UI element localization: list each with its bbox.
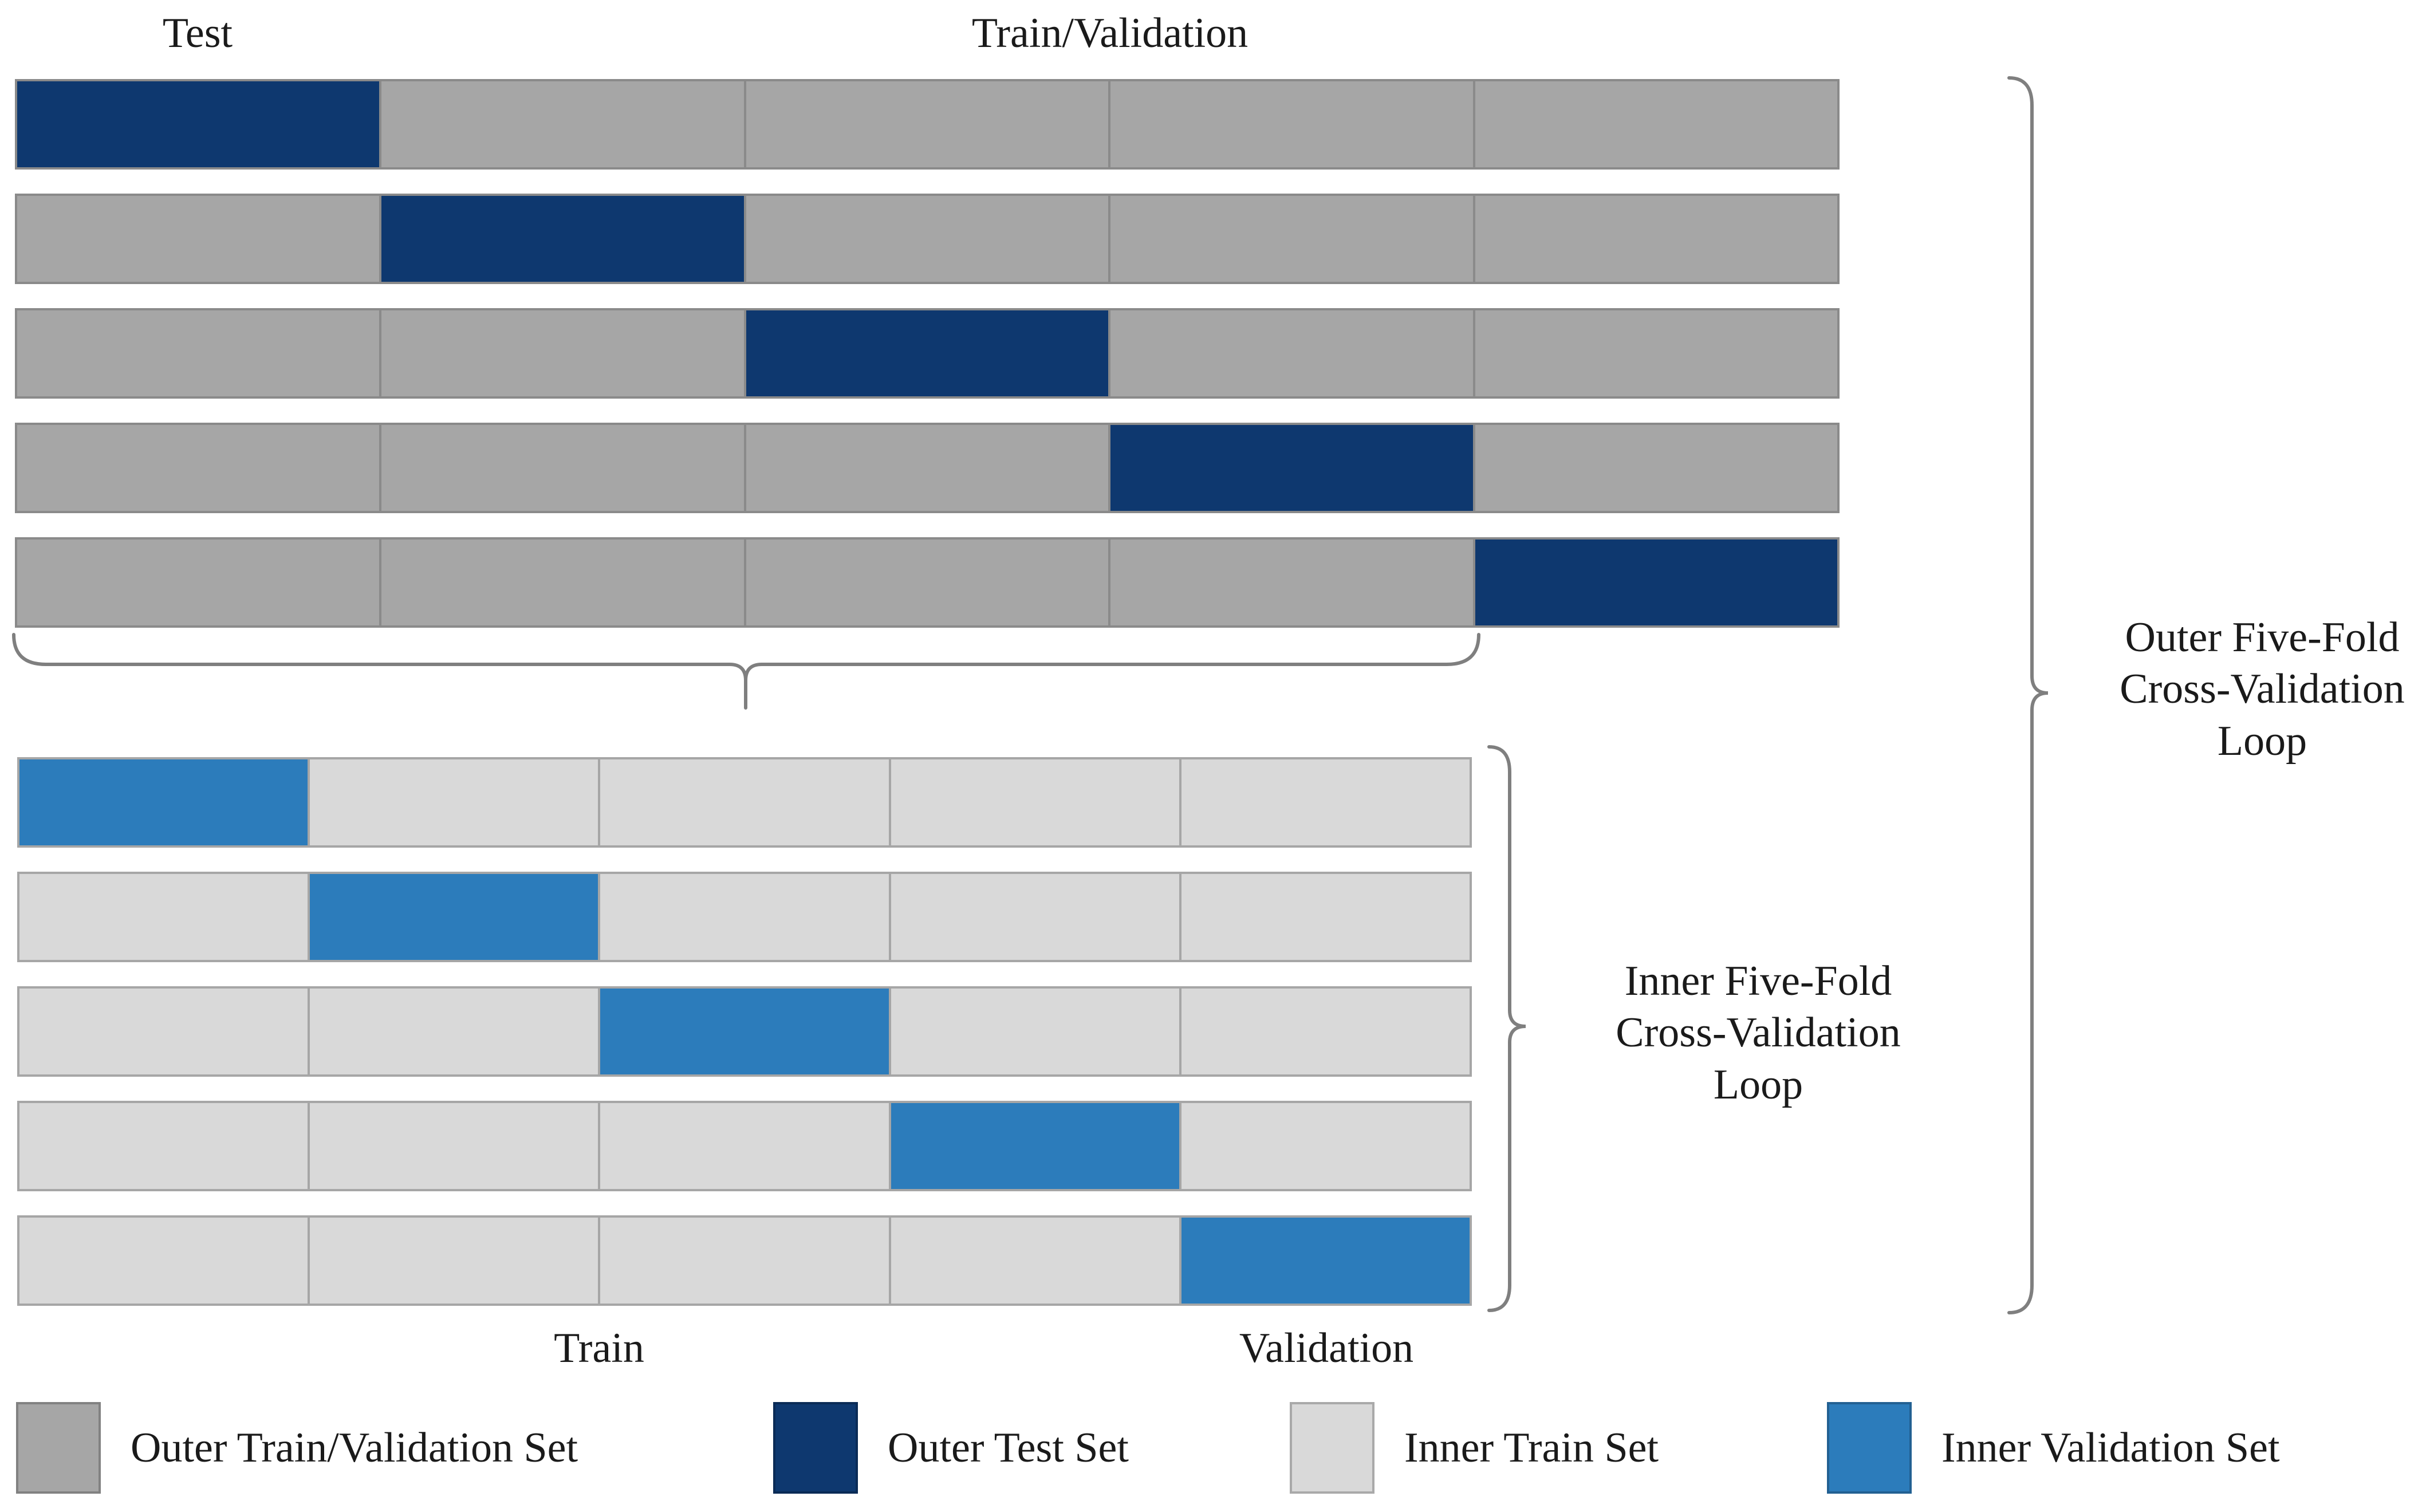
- inner-validation-cell: [598, 989, 889, 1074]
- legend-label: Outer Test Set: [888, 1424, 1129, 1471]
- outer-loop-label-line: Cross-Validation: [2120, 666, 2405, 713]
- outer-fold-row: [15, 79, 1840, 170]
- inner-train-cell: [598, 1218, 889, 1304]
- outer-trainval-cell: [379, 425, 744, 511]
- inner-train-cell: [888, 874, 1179, 960]
- inner-fold-row: [17, 872, 1472, 962]
- legend-swatch-inner-validation: [1827, 1402, 1912, 1494]
- inner-train-cell: [1179, 874, 1470, 960]
- outer-fold-row: [15, 194, 1840, 284]
- outer-trainval-cell: [743, 196, 1109, 282]
- inner-train-cell: [308, 759, 598, 845]
- outer-trainval-cell: [17, 540, 380, 625]
- outer-trainval-cell: [743, 425, 1109, 511]
- legend-item: Outer Train/Validation Set: [16, 1402, 578, 1494]
- outer-trainval-cell: [379, 540, 744, 625]
- inner-train-cell: [598, 1103, 889, 1189]
- legend-swatch-outer-test: [773, 1402, 858, 1494]
- outer-trainval-cell: [17, 310, 380, 396]
- inner-fold-row: [17, 986, 1472, 1077]
- legend-swatch-inner-train: [1290, 1402, 1374, 1494]
- legend-item: Inner Train Set: [1290, 1402, 1659, 1494]
- inner-fold-grid: [17, 757, 1472, 1306]
- inner-loop-label-line: Cross-Validation: [1616, 1009, 1901, 1057]
- inner-train-cell: [1179, 1103, 1470, 1189]
- outer-fold-grid: [15, 79, 1840, 628]
- outer-loop-label: Outer Five-Fold Cross-Validation Loop: [2090, 612, 2434, 767]
- inner-train-cell: [1179, 989, 1470, 1074]
- outer-trainval-cell: [1472, 425, 1838, 511]
- inner-train-cell: [19, 989, 308, 1074]
- inner-validation-cell: [1179, 1218, 1470, 1304]
- outer-trainval-cell: [379, 310, 744, 396]
- inner-train-cell: [19, 1103, 308, 1189]
- inner-train-cell: [1179, 759, 1470, 845]
- inner-validation-cell: [888, 1103, 1179, 1189]
- outer-fold-row: [15, 423, 1840, 513]
- inner-fold-row: [17, 757, 1472, 848]
- outer-trainval-cell: [17, 196, 380, 282]
- outer-test-cell: [1472, 540, 1838, 625]
- legend-label: Inner Validation Set: [1941, 1424, 2280, 1471]
- outer-loop-label-line: Outer Five-Fold: [2125, 614, 2400, 661]
- inner-loop-label: Inner Five-Fold Cross-Validation Loop: [1541, 955, 1976, 1111]
- inner-loop-brace: [1487, 745, 1526, 1312]
- outer-trainval-cell: [1108, 540, 1473, 625]
- outer-trainval-cell: [1472, 81, 1838, 167]
- under-brace: [12, 633, 1480, 710]
- outer-trainval-cell: [1108, 196, 1473, 282]
- inner-train-cell: [598, 874, 889, 960]
- legend-item: Inner Validation Set: [1827, 1402, 2280, 1494]
- inner-validation-cell: [308, 874, 598, 960]
- outer-trainval-cell: [1108, 310, 1473, 396]
- train-validation-label: Train/Validation: [971, 10, 1248, 57]
- inner-train-cell: [19, 1218, 308, 1304]
- inner-fold-row: [17, 1101, 1472, 1191]
- outer-trainval-cell: [379, 81, 744, 167]
- outer-test-cell: [17, 81, 380, 167]
- outer-loop-label-line: Loop: [2217, 717, 2307, 765]
- outer-trainval-cell: [743, 81, 1109, 167]
- outer-fold-row: [15, 308, 1840, 399]
- outer-trainval-cell: [1108, 81, 1473, 167]
- inner-loop-label-line: Inner Five-Fold: [1624, 958, 1892, 1005]
- outer-test-cell: [1108, 425, 1473, 511]
- outer-trainval-cell: [17, 425, 380, 511]
- legend-label: Inner Train Set: [1404, 1424, 1659, 1471]
- outer-fold-row: [15, 537, 1840, 628]
- outer-trainval-cell: [1472, 310, 1838, 396]
- inner-train-cell: [308, 989, 598, 1074]
- inner-train-cell: [308, 1218, 598, 1304]
- outer-trainval-cell: [1472, 196, 1838, 282]
- inner-train-cell: [888, 989, 1179, 1074]
- outer-test-cell: [379, 196, 744, 282]
- outer-trainval-cell: [743, 540, 1109, 625]
- inner-loop-label-line: Loop: [1713, 1061, 1803, 1108]
- legend-label: Outer Train/Validation Set: [131, 1424, 578, 1471]
- outer-test-cell: [743, 310, 1109, 396]
- inner-train-cell: [598, 759, 889, 845]
- outer-loop-brace: [2007, 76, 2049, 1314]
- inner-train-cell: [888, 759, 1179, 845]
- test-label: Test: [162, 10, 233, 57]
- inner-fold-row: [17, 1215, 1472, 1306]
- validation-label: Validation: [1239, 1325, 1414, 1372]
- train-label: Train: [554, 1325, 644, 1372]
- inner-validation-cell: [19, 759, 308, 845]
- inner-train-cell: [19, 874, 308, 960]
- inner-train-cell: [308, 1103, 598, 1189]
- inner-train-cell: [888, 1218, 1179, 1304]
- legend-item: Outer Test Set: [773, 1402, 1129, 1494]
- legend-swatch-outer-train: [16, 1402, 101, 1494]
